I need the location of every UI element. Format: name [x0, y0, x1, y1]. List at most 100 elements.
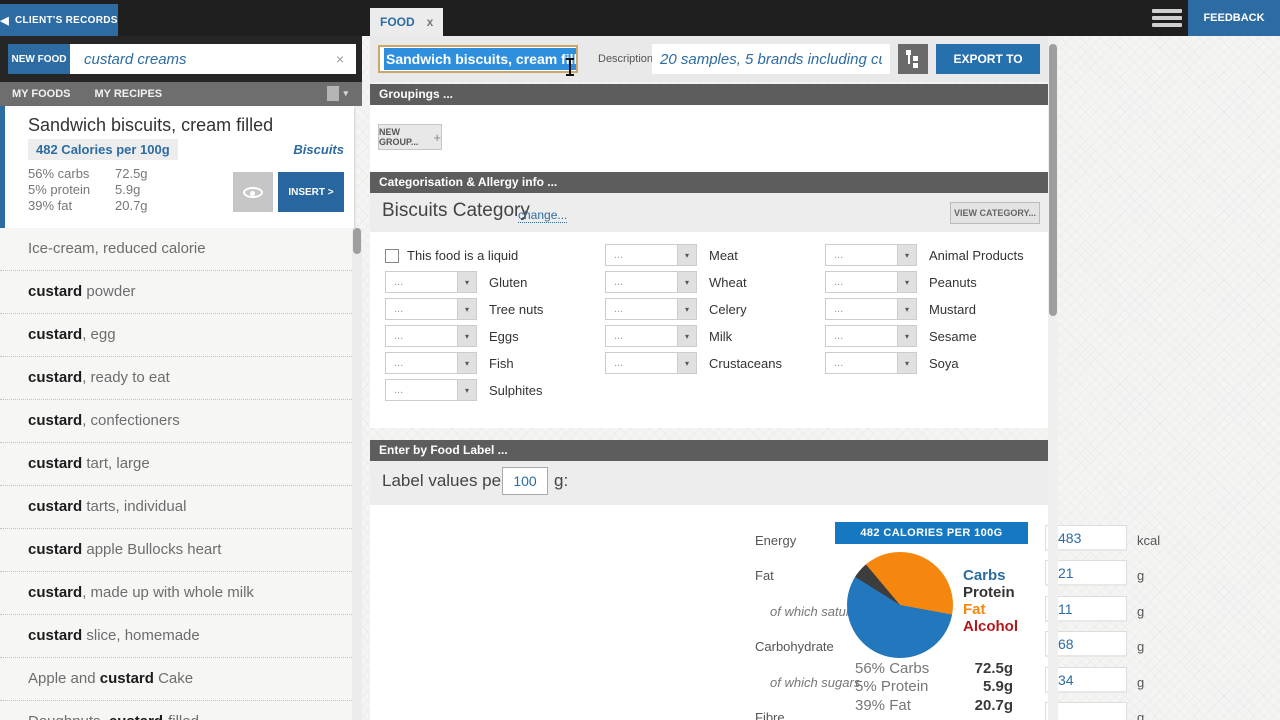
carbohydrate-input[interactable] — [1046, 632, 1126, 655]
allergen-dropdown[interactable]: ... ▾ — [825, 244, 917, 266]
card-stat-carbs: 56% carbs 72.5g — [28, 166, 148, 181]
pie-stat-value: 20.7g — [974, 697, 1013, 714]
allergen-dropdown[interactable]: ... ▾ — [385, 379, 477, 401]
preview-button[interactable] — [233, 172, 273, 212]
list-item[interactable]: custard apple Bullocks heart — [0, 529, 352, 572]
feedback-button[interactable]: FEEDBACK — [1188, 0, 1280, 36]
sugars-input[interactable] — [1046, 668, 1126, 691]
list-item[interactable]: Ice-cream, reduced calorie — [0, 228, 352, 271]
description-input[interactable] — [652, 44, 890, 74]
tab-food[interactable]: FOOD x — [370, 8, 444, 36]
fibre-input[interactable] — [1046, 703, 1126, 720]
food-card-title: Sandwich biscuits, cream filled — [28, 115, 274, 135]
allergen-field-celery: ... ▾ Celery — [605, 298, 747, 320]
enter-by-label-header: Enter by Food Label ... — [370, 440, 1048, 461]
chevron-down-icon: ▾ — [677, 271, 697, 293]
allergen-dropdown[interactable]: ... ▾ — [605, 325, 697, 347]
new-food-button[interactable]: NEW FOOD — [8, 44, 70, 74]
label-values-bar — [370, 461, 1048, 505]
allergen-dropdown[interactable]: ... ▾ — [825, 325, 917, 347]
list-item[interactable]: Apple and custard Cake — [0, 658, 352, 701]
food-search-box[interactable] — [70, 44, 356, 74]
fat-input[interactable] — [1046, 561, 1126, 584]
nutrient-input-box[interactable] — [1045, 702, 1127, 720]
pie-stat-label: 39% Fat — [855, 697, 911, 714]
chevron-down-icon: ▾ — [457, 352, 477, 374]
chevron-down-icon: ▾ — [677, 352, 697, 374]
allergen-dropdown[interactable]: ... ▾ — [605, 298, 697, 320]
allergen-dropdown[interactable]: ... ▾ — [385, 352, 477, 374]
list-item[interactable]: Doughnuts, custard-filled — [0, 701, 352, 720]
main-scrollbar[interactable] — [1048, 36, 1058, 720]
export-to-button[interactable]: EXPORT TO — [936, 44, 1040, 74]
allergen-field-fish: ... ▾ Fish — [385, 352, 514, 374]
clients-records-button[interactable]: ◀ CLIENT'S RECORDS — [0, 4, 118, 36]
description-box[interactable] — [652, 44, 890, 74]
document-icon — [327, 86, 340, 101]
allergen-dropdown[interactable]: ... ▾ — [385, 271, 477, 293]
chevron-down-icon: ▾ — [457, 379, 477, 401]
hierarchy-button[interactable] — [898, 44, 928, 74]
allergen-dropdown[interactable]: ... ▾ — [385, 325, 477, 347]
list-item[interactable]: custard, made up with whole milk — [0, 572, 352, 615]
food-search-input[interactable] — [70, 44, 356, 74]
liquid-checkbox[interactable] — [385, 248, 399, 263]
allergen-field-peanuts: ... ▾ Peanuts — [825, 271, 977, 293]
view-category-button[interactable]: VIEW CATEGORY... — [950, 202, 1040, 224]
tab-my-foods[interactable]: MY FOODS — [12, 88, 71, 100]
insert-button[interactable]: INSERT > — [278, 172, 344, 212]
list-item[interactable]: custard powder — [0, 271, 352, 314]
chevron-down-icon: ▾ — [457, 325, 477, 347]
saturates-input[interactable] — [1046, 597, 1126, 620]
left-list-scrollbar[interactable] — [352, 228, 362, 720]
chevron-down-icon: ▾ — [457, 271, 477, 293]
list-item[interactable]: custard, egg — [0, 314, 352, 357]
food-result-list: Ice-cream, reduced calorie custard powde… — [0, 228, 352, 720]
chevron-down-icon: ▾ — [897, 352, 917, 374]
food-name-input[interactable]: Sandwich biscuits, cream fill — [378, 45, 578, 73]
nutrient-input-box[interactable] — [1045, 525, 1127, 551]
label-values-text: Label values per — [382, 471, 507, 490]
chevron-down-icon: ▾ — [457, 298, 477, 320]
menu-icon[interactable] — [1152, 9, 1182, 27]
label-values-qty-input[interactable] — [503, 468, 547, 494]
allergen-field-meat: ... ▾ Meat — [605, 244, 738, 266]
allergy-body: This food is a liquid ... ▾ Meat ... ▾ Ani… — [370, 232, 1048, 428]
nutrient-input-box[interactable] — [1045, 596, 1127, 622]
allergen-dropdown[interactable]: ... ▾ — [825, 298, 917, 320]
allergen-field-wheat: ... ▾ Wheat — [605, 271, 747, 293]
selected-food-card[interactable]: Sandwich biscuits, cream filled 482 Calo… — [0, 106, 354, 228]
list-view-toggle[interactable]: ▾ — [327, 86, 348, 101]
tab-my-recipes[interactable]: MY RECIPES — [94, 88, 163, 100]
chevron-down-icon: ▾ — [897, 271, 917, 293]
allergen-dropdown[interactable]: ... ▾ — [605, 244, 697, 266]
allergen-dropdown[interactable]: ... ▾ — [605, 352, 697, 374]
chevron-down-icon: ▾ — [897, 325, 917, 347]
allergen-dropdown[interactable]: ... ▾ — [825, 271, 917, 293]
list-item[interactable]: custard tarts, individual — [0, 486, 352, 529]
nutrient-input-box[interactable] — [1045, 667, 1127, 693]
allergen-field-animal-products: ... ▾ Animal Products — [825, 244, 1024, 266]
allergen-dropdown[interactable]: ... ▾ — [825, 352, 917, 374]
tab-close-icon[interactable]: x — [426, 15, 434, 29]
liquid-checkbox-row[interactable]: This food is a liquid — [385, 248, 518, 263]
back-arrow-icon: ◀ — [0, 14, 9, 27]
allergen-dropdown[interactable]: ... ▾ — [385, 298, 477, 320]
hierarchy-icon — [906, 50, 920, 68]
list-item[interactable]: custard slice, homemade — [0, 615, 352, 658]
chevron-down-icon: ▾ — [897, 298, 917, 320]
list-item[interactable]: custard, ready to eat — [0, 357, 352, 400]
allergen-dropdown[interactable]: ... ▾ — [605, 271, 697, 293]
chevron-down-icon: ▾ — [343, 88, 348, 98]
nutrient-input-box[interactable] — [1045, 631, 1127, 657]
new-group-button[interactable]: NEW GROUP... + — [378, 124, 442, 150]
list-item[interactable]: custard tart, large — [0, 443, 352, 486]
change-category-link[interactable]: change... — [518, 208, 568, 223]
list-item[interactable]: custard, confectioners — [0, 400, 352, 443]
chevron-down-icon: ▾ — [677, 325, 697, 347]
energy-input[interactable] — [1046, 526, 1126, 549]
label-values-qty-box[interactable] — [502, 467, 548, 495]
search-clear-icon[interactable]: × — [336, 51, 345, 67]
nutrient-label: Fat — [755, 568, 774, 583]
nutrient-input-box[interactable] — [1045, 560, 1127, 586]
